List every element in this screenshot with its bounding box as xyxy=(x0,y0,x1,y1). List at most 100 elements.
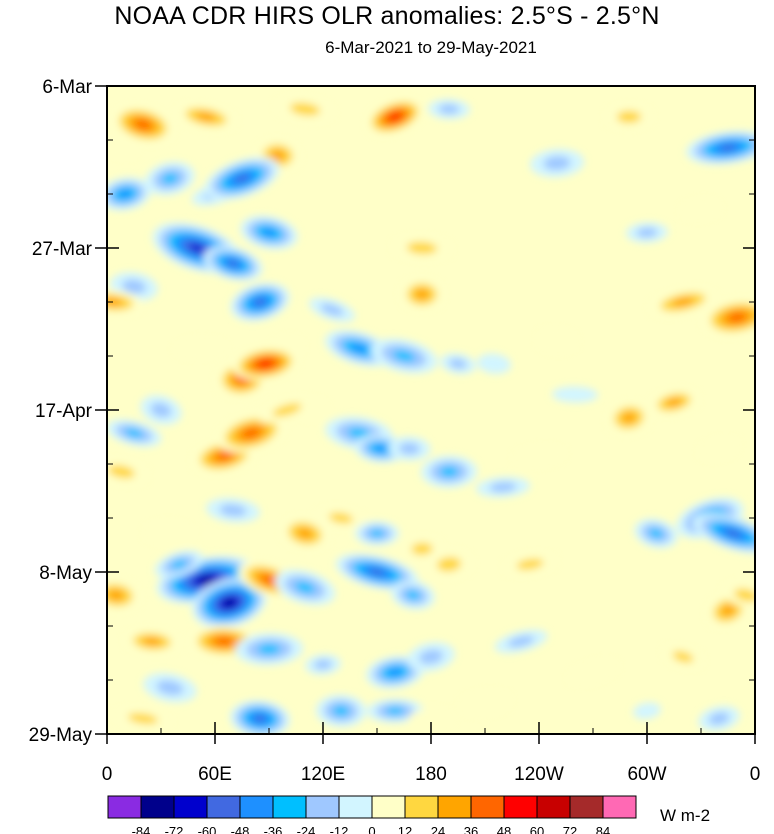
x-tick-label: 60E xyxy=(198,764,232,785)
anomaly-contour xyxy=(720,605,736,617)
anomaly-contour xyxy=(552,386,598,403)
anomaly-contour xyxy=(681,199,721,220)
anomaly-contour xyxy=(195,112,217,122)
anomaly-contour xyxy=(708,712,730,725)
anomaly-contour xyxy=(507,635,535,648)
anomaly-contour xyxy=(135,119,151,130)
anomaly-contour xyxy=(567,660,619,685)
anomaly-field xyxy=(107,96,755,734)
colorbar-label: 60 xyxy=(530,824,544,834)
anomaly-contour xyxy=(107,136,138,159)
anomaly-contour xyxy=(437,557,461,572)
anomaly-contour xyxy=(216,452,232,461)
anomaly-contour xyxy=(725,529,742,538)
chart-subtitle: 6-Mar-2021 to 29-May-2021 xyxy=(325,38,537,57)
anomaly-contour xyxy=(290,102,320,116)
colorbar-units: W m-2 xyxy=(660,806,711,825)
anomaly-contour xyxy=(513,445,565,467)
anomaly-contour xyxy=(699,437,739,460)
anomaly-contour xyxy=(537,328,577,353)
anomaly-contour xyxy=(347,427,371,439)
x-tick-label: 120E xyxy=(301,764,345,785)
anomaly-contour xyxy=(350,343,368,353)
anomaly-contour xyxy=(261,575,277,585)
anomaly-contour xyxy=(300,399,328,421)
anomaly-contour xyxy=(124,428,144,438)
anomaly-contour xyxy=(408,708,454,729)
anomaly-contour xyxy=(224,599,235,607)
anomaly-contour xyxy=(368,568,386,576)
x-tick-label: 180 xyxy=(415,764,447,785)
colorbar-label: 72 xyxy=(563,824,577,834)
anomaly-contour xyxy=(144,521,196,546)
anomaly-contour xyxy=(734,588,755,602)
anomaly-contour xyxy=(369,529,385,538)
colorbar-swatch xyxy=(107,795,142,819)
colorbar-label: -48 xyxy=(231,824,250,834)
anomaly-contour xyxy=(142,637,162,646)
anomaly-contour xyxy=(387,668,403,677)
colorbar-swatch xyxy=(239,795,274,819)
colorbar-swatch xyxy=(206,795,241,819)
colorbar-swatch xyxy=(569,795,604,819)
y-tick-label: 6-Mar xyxy=(42,77,92,98)
anomaly-contour xyxy=(411,542,433,555)
colorbar-swatch xyxy=(602,795,637,819)
anomaly-contour xyxy=(296,527,314,539)
anomaly-contour xyxy=(489,482,517,493)
colorbar: -84 -72 -60 -48 -36 -24 -12 0 12 24 36 48 60 72 84 xyxy=(107,795,637,834)
colorbar-label: 12 xyxy=(398,824,412,834)
anomaly-contour xyxy=(189,243,205,253)
y-tick-label: 17-Apr xyxy=(35,401,93,422)
anomaly-contour xyxy=(621,412,637,424)
anomaly-contour xyxy=(294,581,316,594)
anomaly-contour xyxy=(672,651,694,663)
anomaly-contour xyxy=(254,714,266,723)
colorbar-label: -24 xyxy=(297,824,316,834)
colorbar-swatch xyxy=(404,795,439,819)
anomaly-contour xyxy=(728,312,746,323)
colorbar-swatch xyxy=(536,795,571,819)
anomaly-contour xyxy=(272,403,302,417)
x-tick-label: 0 xyxy=(750,764,761,785)
anomaly-contour xyxy=(398,442,420,455)
anomaly-contour xyxy=(414,288,430,300)
anomaly-contour xyxy=(122,279,146,294)
x-tick-label: 0 xyxy=(102,764,113,785)
colorbar-label: -72 xyxy=(165,824,184,834)
anomaly-contour xyxy=(719,144,737,152)
y-tick-label: 29-May xyxy=(29,725,93,746)
anomaly-contour xyxy=(405,590,421,600)
anomaly-contour xyxy=(219,504,247,517)
anomaly-contour xyxy=(449,358,467,369)
anomaly-contour xyxy=(261,228,277,237)
anomaly-contour xyxy=(199,576,213,584)
colorbar-label: -12 xyxy=(330,824,349,834)
colorbar-label: 36 xyxy=(464,824,478,834)
anomaly-contour xyxy=(234,174,250,183)
anomaly-contour xyxy=(332,705,350,717)
anomaly-contour xyxy=(477,353,511,374)
anomaly-contour xyxy=(439,466,459,478)
colorbar-swatch xyxy=(503,795,538,819)
anomaly-contour xyxy=(665,397,683,407)
colorbar-swatch xyxy=(338,795,373,819)
anomaly-contour xyxy=(227,259,239,267)
colorbar-label: 24 xyxy=(431,824,445,834)
anomaly-contour xyxy=(257,643,281,655)
anomaly-contour xyxy=(459,690,511,716)
anomaly-contour xyxy=(254,298,266,306)
anomaly-contour xyxy=(128,713,158,724)
anomaly-contour xyxy=(108,465,135,479)
anomaly-contour xyxy=(392,350,416,362)
colorbar-swatch xyxy=(371,795,406,819)
anomaly-contour xyxy=(161,173,179,185)
anomaly-contour xyxy=(320,303,344,316)
anomaly-contour xyxy=(385,706,405,715)
y-axis: 6-Mar 27-Mar 17-Apr 8-May 29-May xyxy=(29,77,755,746)
x-tick-label: 120W xyxy=(514,764,564,785)
colorbar-label: 84 xyxy=(596,824,610,834)
colorbar-label: -84 xyxy=(132,824,151,834)
anomaly-contour xyxy=(617,110,641,123)
